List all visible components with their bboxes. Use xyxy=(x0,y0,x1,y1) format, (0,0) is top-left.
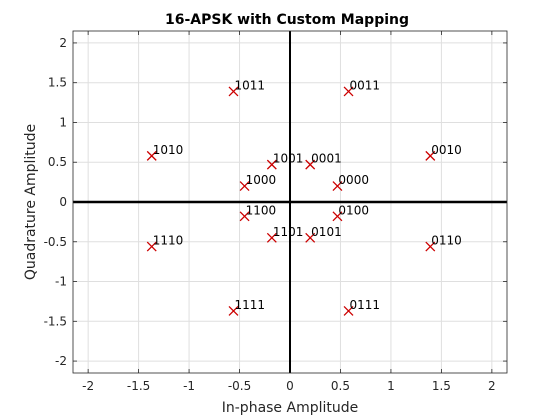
y-tick-label: 2 xyxy=(59,36,67,50)
symbol-label: 1001 xyxy=(273,152,304,166)
constellation-point: 0000 xyxy=(332,173,369,192)
constellation-point: 0010 xyxy=(425,143,462,161)
constellation-point: 0001 xyxy=(305,152,342,170)
symbol-label: 1100 xyxy=(246,203,277,217)
symbol-label: 1000 xyxy=(246,173,277,187)
x-marker xyxy=(228,86,239,97)
constellation-point: 1100 xyxy=(239,203,277,222)
tick-labels: -2 -1.5 -1 -0.5 0 0.5 1 1.5 2 -2 -1.5 -1 -0.5 0 0.5 1 1.… xyxy=(44,31,507,393)
x-axis-label: In-phase Amplitude xyxy=(222,400,359,416)
constellation-point: 1011 xyxy=(228,78,265,97)
symbol-label: 0000 xyxy=(338,173,369,187)
symbol-label: 0110 xyxy=(431,234,462,248)
x-tick-label: 1 xyxy=(387,379,395,393)
constellation-point: 1000 xyxy=(239,173,277,192)
x-tick-label: 0.5 xyxy=(331,379,350,393)
constellation-point: 1010 xyxy=(146,143,184,161)
x-marker xyxy=(146,241,157,252)
symbol-label: 0001 xyxy=(311,152,342,166)
y-tick-label: -1.5 xyxy=(44,314,67,328)
symbol-label: 0111 xyxy=(350,298,381,312)
y-tick-label: 1 xyxy=(59,115,67,129)
x-marker xyxy=(425,150,436,161)
x-marker xyxy=(332,211,343,222)
zero-axes xyxy=(73,31,507,373)
x-tick-label: -2 xyxy=(82,379,94,393)
x-tick-label: -1 xyxy=(183,379,195,393)
constellation-points: 0000 0001 0010 0011 0100 0101 0110 0111 1000 1001… xyxy=(146,78,462,316)
x-tick-label: 2 xyxy=(488,379,496,393)
constellation-point: 1001 xyxy=(266,152,304,170)
constellation-point: 0110 xyxy=(425,234,462,252)
y-tick-label: 1.5 xyxy=(48,76,67,90)
chart-title: 16-APSK with Custom Mapping xyxy=(165,12,409,28)
x-marker xyxy=(305,159,316,170)
y-axis-label: Quadrature Amplitude xyxy=(23,124,39,280)
x-marker xyxy=(266,232,277,243)
symbol-label: 0011 xyxy=(350,78,381,92)
x-marker xyxy=(228,306,239,316)
x-marker xyxy=(239,181,250,192)
constellation-point: 1101 xyxy=(266,225,304,243)
symbol-label: 0010 xyxy=(431,143,462,157)
symbol-label: 1111 xyxy=(234,298,265,312)
constellation-point: 0111 xyxy=(343,298,381,316)
constellation-point: 0011 xyxy=(343,78,381,97)
x-marker xyxy=(425,241,436,252)
x-marker xyxy=(343,306,354,316)
y-tick-label: -1 xyxy=(55,275,67,289)
symbol-label: 0100 xyxy=(338,203,369,217)
constellation-point: 1111 xyxy=(228,298,265,316)
constellation-point: 0101 xyxy=(305,225,342,243)
symbol-label: 1101 xyxy=(273,225,304,239)
x-marker xyxy=(343,86,354,97)
x-marker xyxy=(266,159,277,170)
x-marker xyxy=(332,181,343,192)
symbol-label: 1110 xyxy=(153,234,184,248)
symbol-label: 1011 xyxy=(234,78,265,92)
x-marker xyxy=(146,150,157,161)
x-marker xyxy=(239,211,250,222)
y-tick-label: -2 xyxy=(55,354,67,368)
x-tick-label: -0.5 xyxy=(228,379,251,393)
constellation-point: 1110 xyxy=(146,234,184,252)
x-tick-label: 1.5 xyxy=(432,379,451,393)
constellation-point: 0100 xyxy=(332,203,369,222)
symbol-label: 0101 xyxy=(311,225,342,239)
y-tick-label: 0 xyxy=(59,195,67,209)
symbol-label: 1010 xyxy=(153,143,184,157)
y-tick-label: -0.5 xyxy=(44,235,67,249)
x-tick-label: 0 xyxy=(286,379,294,393)
y-tick-label: 0.5 xyxy=(48,155,67,169)
x-marker xyxy=(305,232,316,243)
x-tick-label: -1.5 xyxy=(127,379,150,393)
plot-area-frame xyxy=(72,30,508,374)
